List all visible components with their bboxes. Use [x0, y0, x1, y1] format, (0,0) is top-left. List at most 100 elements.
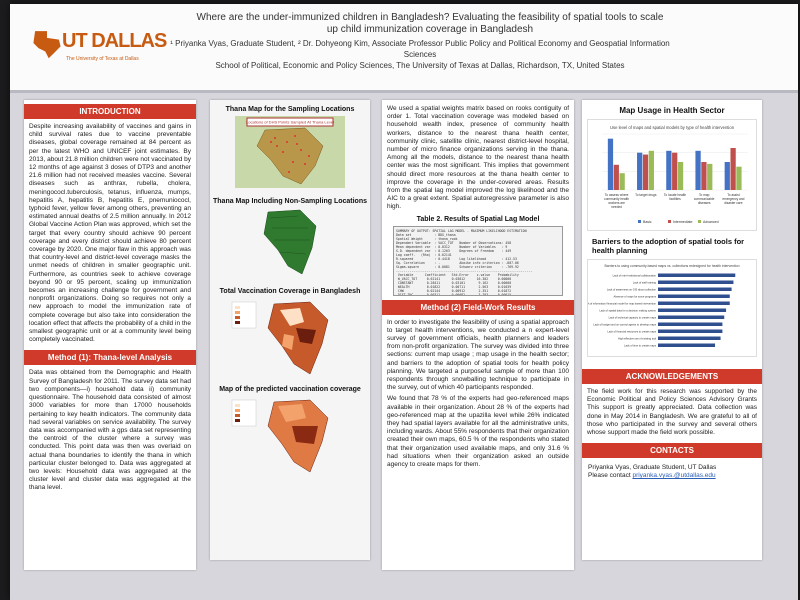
barrier-bar [658, 287, 732, 291]
legend-label: Basic [643, 220, 652, 224]
category-label: To assist [727, 193, 740, 197]
barriers-heading: Barriers to the adoption of spatial tool… [592, 237, 745, 255]
contact-email-link[interactable]: priyanka.vyas.@utdallas.edu [632, 472, 716, 480]
barrier-bar [658, 301, 730, 305]
bar-advanced [619, 173, 625, 190]
barrier-bar [658, 294, 730, 298]
logo-text: UT DALLAS [62, 30, 167, 52]
chart1-title: Use level of maps and spatial models by … [610, 125, 735, 130]
bar-advanced [736, 166, 742, 190]
method2-heading: Method (2) Field-Work Results [382, 299, 574, 315]
category-label: To target drugs [635, 193, 657, 197]
contacts-block: Priyanka Vyas, Graduate Student, UT Dall… [582, 462, 762, 482]
map-usage-chart: Use level of maps and spatial models by … [587, 119, 757, 231]
barrier-bar [658, 336, 721, 340]
column-3: We used a spatial weights matrix based o… [382, 100, 574, 570]
contacts-heading: CONTACTS [582, 443, 762, 459]
barrier-bar [658, 322, 723, 326]
legend-swatch [698, 220, 701, 223]
poster: UT DALLAS The University of Texas at Dal… [10, 4, 798, 600]
fig1-caption: Locations of DHS Points Sampled At Thana… [246, 120, 334, 125]
bar-intermediate [642, 154, 649, 190]
poster-authors: ¹ Priyanka Vyas, Graduate Student, ² Dr.… [160, 38, 680, 71]
map-legend [231, 301, 257, 329]
total-vaccination-map [231, 301, 329, 375]
title-line-1: Where are the under-immunized children i… [196, 12, 664, 23]
barrier-label: Lack of awareness on GIS about collectio… [607, 288, 657, 292]
barrier-label: Lack of budget and on-control agents to … [593, 323, 656, 327]
category-label: workers are [608, 201, 625, 205]
barrier-bar [658, 329, 723, 333]
barrier-bar [658, 273, 736, 277]
barrier-label: Lack of inter-institutional collaboratio… [613, 274, 657, 278]
bar-intermediate [701, 162, 707, 190]
chart2-title: Barriers to using community-based maps v… [605, 264, 740, 268]
barriers-bar-chart: Barriers to using community-based maps v… [584, 264, 740, 348]
column-2: Thana Map for the Sampling Locations Loc… [210, 100, 370, 560]
poster-header: UT DALLAS The University of Texas at Dal… [10, 4, 798, 93]
barrier-label: Lack of technical capacity to create map… [609, 316, 657, 320]
category-label: To map [699, 193, 710, 197]
bar-intermediate [672, 152, 678, 190]
legend-swatch [668, 220, 671, 223]
category-label: community health [604, 197, 629, 201]
category-label: To locate health [664, 193, 687, 197]
bar-advanced [707, 163, 713, 190]
fieldwork-text-2: We found that 78 % of the experts had ge… [387, 395, 569, 469]
introduction-text: Despite increasing availability of vacci… [29, 123, 191, 344]
texas-state-icon [33, 31, 61, 59]
barrier-bar [658, 343, 716, 347]
poster-title: Where are the under-immunized children i… [180, 12, 680, 36]
barrier-bar [658, 280, 734, 284]
contact-prefix: Please contact [588, 472, 631, 480]
barrier-label: Lack of time to create maps [624, 344, 657, 348]
bar-basic [724, 162, 730, 190]
fig4-title: Map of the predicted vaccination coverag… [219, 386, 361, 393]
legend-swatch [638, 220, 641, 223]
barrier-label: Lack of information/ financial model for… [588, 302, 657, 306]
map-usage-bar-chart: Use level of maps and spatial models by … [602, 125, 748, 224]
column-1: INTRODUCTION Despite increasing availabi… [24, 100, 196, 570]
bar-basic [637, 152, 643, 190]
barrier-bar [658, 308, 727, 312]
spatial-lag-table: SUMMARY OF OUTPUT: SPATIAL LAG MODEL - M… [393, 225, 563, 296]
barrier-bar [658, 315, 725, 319]
barrier-label: Lack of spatial data for a decision maki… [599, 309, 656, 313]
authors-line-2: School of Political, Economic and Policy… [215, 61, 625, 70]
legend-label: Advanced [703, 220, 719, 224]
category-label: emergency and [722, 197, 744, 201]
sample-points [270, 135, 310, 173]
introduction-heading: INTRODUCTION [24, 104, 196, 119]
bar-advanced [677, 162, 684, 190]
barrier-label: Lack of financial resources to create ma… [607, 330, 656, 334]
sampling-locations-map: Locations of DHS Points Sampled At Thana… [235, 116, 345, 188]
fig1-title: Thana Map for the Sampling Locations [225, 106, 355, 113]
method1-text: Data was obtained from the Demographic a… [29, 369, 192, 492]
category-label: needed [611, 205, 622, 209]
authors-line-1: ¹ Priyanka Vyas, Graduate Student, ² Dr.… [170, 39, 670, 59]
map-legend [231, 399, 257, 427]
bar-basic [607, 138, 614, 190]
barrier-label: High effective use of existing tool [618, 337, 656, 341]
barrier-label: Lack of staff training [633, 281, 657, 285]
spatial-model-text: We used a spatial weights matrix based o… [387, 105, 569, 211]
fig3-title: Total Vaccination Coverage in Bangladesh [219, 288, 361, 295]
category-label: facilities [669, 197, 681, 201]
bar-basic [666, 150, 672, 190]
legend-label: Intermediate [673, 220, 693, 224]
method1-heading: Method (1): Thana-level Analysis [24, 350, 196, 366]
bar-intermediate [730, 148, 736, 190]
acknowledgements-text: The field work for this research was sup… [587, 388, 757, 437]
column-4: Map Usage in Health Sector Use level of … [582, 100, 762, 560]
title-line-2: up child immunization coverage in Bangla… [326, 24, 534, 35]
contact-name: Priyanka Vyas, Graduate Student, UT Dall… [588, 464, 717, 472]
map-usage-heading: Map Usage in Health Sector [619, 106, 725, 115]
barrier-label: Absence of maps for some programs [613, 295, 656, 299]
non-sampling-map [263, 209, 317, 275]
contact-line: Please contact priyanka.vyas.@utdallas.e… [588, 472, 756, 480]
category-label: diseases [698, 201, 711, 205]
acknowledgements-heading: ACKNOWLEDGEMENTS [582, 369, 762, 384]
bar-basic [695, 150, 701, 190]
bar-intermediate [613, 164, 619, 190]
bar-advanced [648, 150, 654, 190]
